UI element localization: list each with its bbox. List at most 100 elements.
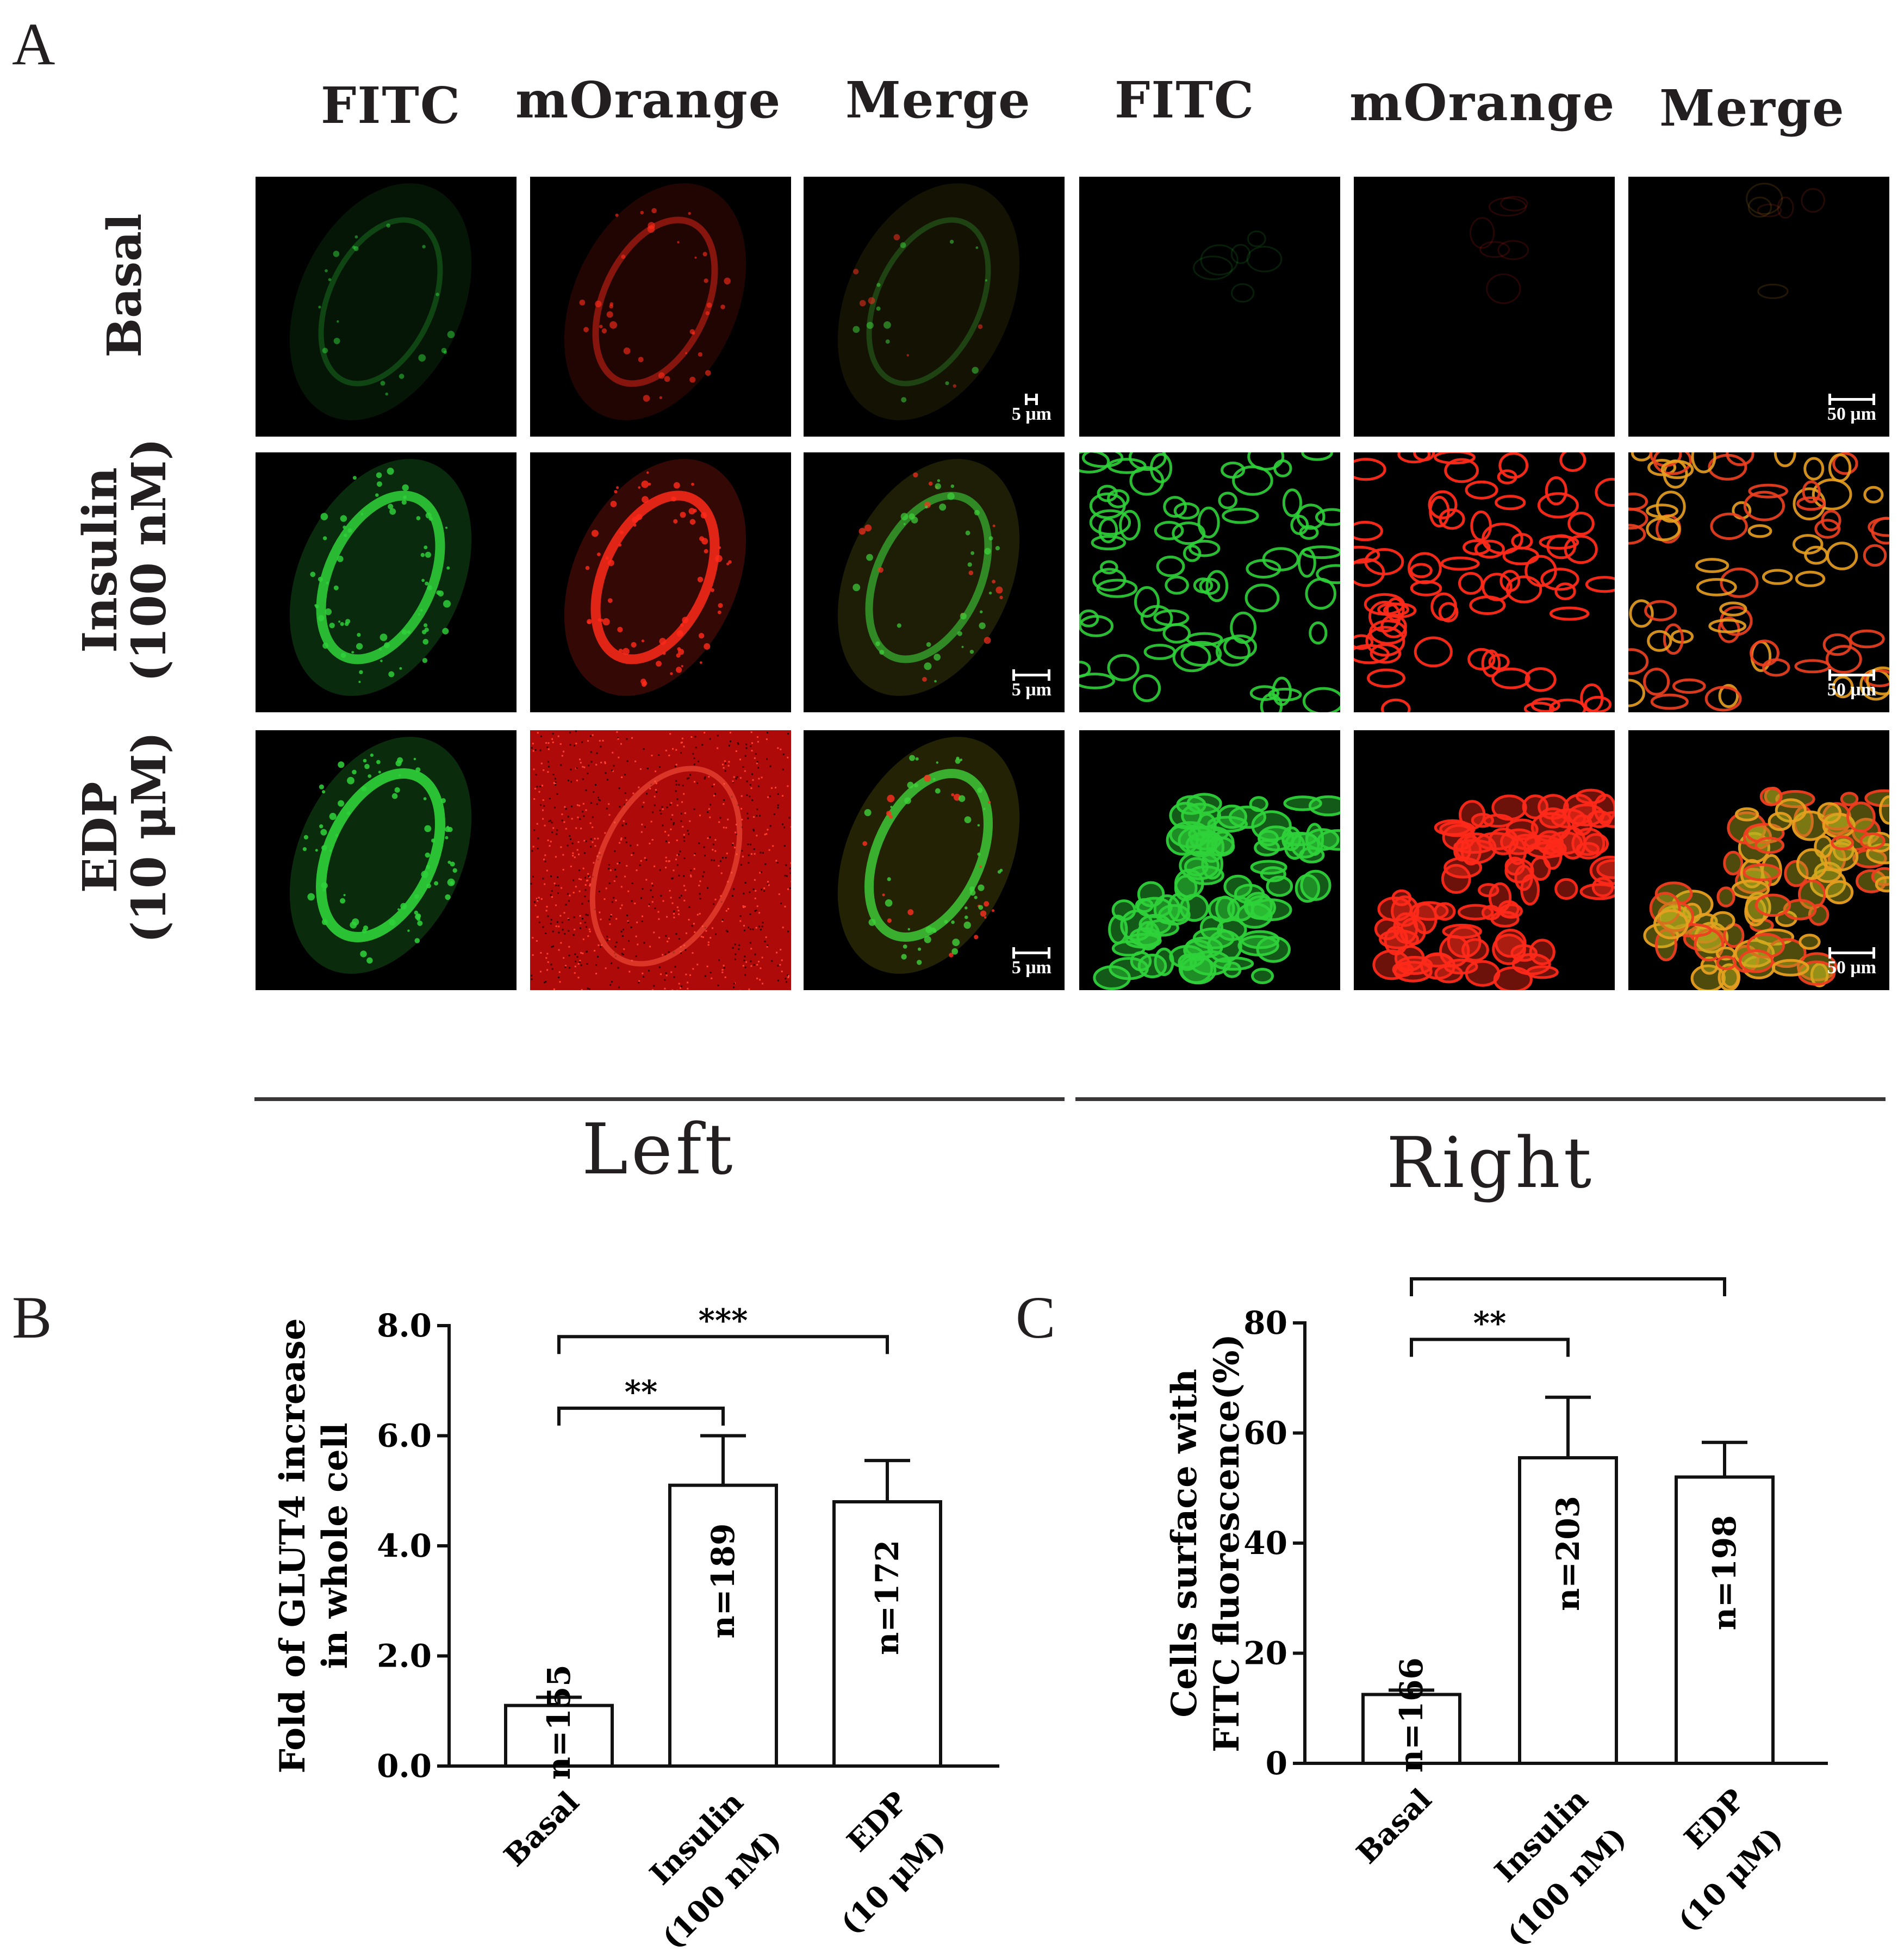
micrograph-image bbox=[1354, 452, 1615, 712]
y-tick-label: 20 bbox=[1243, 1635, 1287, 1672]
micrograph-red-network bbox=[1354, 452, 1615, 712]
scale-bar-label: 5 μm bbox=[1011, 958, 1051, 978]
category-label: Basal bbox=[497, 1785, 586, 1873]
row-header-insulin-line2: (100 nM) bbox=[122, 438, 177, 682]
micrograph-red-single-cell bbox=[530, 177, 791, 437]
column-header-fitc-right: FITC bbox=[1115, 71, 1255, 129]
significance-bracket bbox=[1410, 1338, 1570, 1357]
micrograph-image bbox=[1470, 196, 1529, 304]
y-tick-label: 2.0 bbox=[377, 1638, 432, 1675]
micrograph-merge-network: 50 μm bbox=[1628, 452, 1889, 712]
y-tick-label: 80 bbox=[1243, 1304, 1287, 1341]
scale-bar: 5 μm bbox=[1012, 394, 1051, 425]
micrograph-image bbox=[1628, 452, 1889, 712]
row-header-edp: EDP (10 μM) bbox=[16, 729, 234, 946]
micrograph-merge-cluster: 50 μm bbox=[1628, 730, 1889, 990]
y-tick-label: 0.0 bbox=[377, 1748, 432, 1785]
micrograph-image bbox=[1093, 793, 1340, 990]
significance-label: *** bbox=[699, 1302, 748, 1339]
significance-bracket bbox=[557, 1335, 889, 1354]
y-axis-label-line1: Fold of GLUT4 increase bbox=[272, 1318, 313, 1773]
micrograph-image bbox=[289, 737, 472, 974]
category-label: Basal bbox=[1349, 1782, 1438, 1870]
micrograph-merge-single-cell: 5 μm bbox=[804, 730, 1065, 990]
y-tick-label: 4.0 bbox=[377, 1527, 432, 1564]
y-tick-label: 40 bbox=[1243, 1525, 1287, 1562]
micrograph-image bbox=[530, 730, 791, 990]
n-label: n=172 bbox=[869, 1540, 906, 1655]
micrograph-image bbox=[837, 737, 1020, 974]
group-label-right: Right bbox=[1386, 1123, 1595, 1204]
scale-bar: 5 μm bbox=[1011, 947, 1051, 978]
column-header-morange-right: mOrange bbox=[1349, 73, 1616, 132]
column-header-merge-left: Merge bbox=[845, 71, 1031, 129]
divider-right bbox=[1075, 1097, 1886, 1101]
micrograph-image bbox=[1746, 183, 1825, 299]
micrograph-image bbox=[837, 183, 1020, 420]
scale-bar: 50 μm bbox=[1827, 947, 1876, 978]
row-header-insulin-line1: Insulin bbox=[73, 467, 128, 653]
significance-label: ** bbox=[1473, 1304, 1507, 1341]
panel-letter-b: B bbox=[12, 1284, 52, 1351]
micrograph-image bbox=[837, 459, 1020, 696]
micrograph-red-sparse bbox=[1354, 177, 1615, 437]
scale-bar: 5 μm bbox=[1011, 669, 1051, 700]
scale-bar-label: 5 μm bbox=[1011, 680, 1051, 700]
micrograph-image bbox=[289, 183, 472, 420]
group-label-left: Left bbox=[582, 1109, 736, 1190]
micrograph-green-single-cell bbox=[256, 177, 517, 437]
y-tick-label: 8.0 bbox=[377, 1307, 432, 1344]
micrograph-green-sparse bbox=[1079, 177, 1340, 437]
bar bbox=[1518, 1456, 1618, 1765]
significance-label: *** bbox=[1544, 1267, 1593, 1281]
y-tick-label: 6.0 bbox=[377, 1418, 432, 1454]
micrograph-image bbox=[1643, 786, 1889, 990]
y-tick-label: 60 bbox=[1243, 1415, 1287, 1452]
scale-bar: 50 μm bbox=[1827, 669, 1876, 700]
micrograph-image bbox=[1079, 452, 1340, 712]
y-axis-label-line2: in whole cell bbox=[315, 1422, 356, 1669]
n-label: n=189 bbox=[705, 1524, 742, 1639]
y-tick-label: 0 bbox=[1266, 1745, 1287, 1782]
column-header-morange-left: mOrange bbox=[515, 71, 782, 129]
scale-bar-label: 50 μm bbox=[1827, 680, 1876, 700]
bar bbox=[832, 1500, 942, 1768]
micrograph-green-single-cell bbox=[256, 730, 517, 990]
row-header-edp-line1: EDP bbox=[73, 781, 128, 893]
row-header-edp-line2: (10 μM) bbox=[122, 731, 177, 943]
column-header-merge-right: Merge bbox=[1659, 79, 1845, 138]
micrograph-merge-single-cell: 5 μm bbox=[804, 452, 1065, 712]
micrograph-image bbox=[1193, 230, 1283, 303]
bar bbox=[504, 1704, 614, 1768]
bar bbox=[1361, 1693, 1461, 1765]
micrograph-image bbox=[289, 459, 472, 696]
micrograph-image bbox=[1372, 788, 1615, 990]
n-label: n=166 bbox=[1393, 1657, 1430, 1773]
significance-bracket bbox=[1410, 1277, 1726, 1296]
significance-bracket bbox=[557, 1406, 725, 1426]
chart-c: 0 20 40 60 80 Cells surface with FITC fluoresc… bbox=[1164, 1267, 1828, 1952]
bar bbox=[1675, 1475, 1775, 1765]
micrograph-image bbox=[564, 183, 746, 420]
y-axis-label-line2: FITC fluorescence(%) bbox=[1206, 1334, 1247, 1752]
micrograph-merge-single-cell: 5 μm bbox=[804, 177, 1065, 437]
column-header-fitc-left: FITC bbox=[321, 76, 462, 135]
n-label: n=198 bbox=[1706, 1515, 1743, 1631]
significance-label: ** bbox=[625, 1373, 658, 1410]
divider-left bbox=[254, 1097, 1065, 1101]
scale-bar-label: 50 μm bbox=[1827, 404, 1876, 424]
panel-letter-c: C bbox=[1016, 1284, 1056, 1351]
micrograph-green-cluster bbox=[1079, 730, 1340, 990]
row-header-basal: Basal bbox=[16, 179, 234, 397]
micrograph-merge-sparse: 50 μm bbox=[1628, 177, 1889, 437]
n-label: n=203 bbox=[1550, 1496, 1586, 1611]
row-header-basal-line1: Basal bbox=[97, 213, 152, 358]
n-label: n=155 bbox=[540, 1664, 577, 1780]
chart-b: 0.0 2.0 4.0 6.0 8.0 Fold of GLUT4 increase in … bbox=[272, 1302, 999, 1952]
micrograph-red-cluster bbox=[1354, 730, 1615, 990]
micrograph-image bbox=[564, 459, 746, 696]
micrograph-green-network bbox=[1079, 452, 1340, 712]
y-axis-label-line1: Cells surface with bbox=[1164, 1369, 1205, 1717]
micrograph-red-noise bbox=[530, 730, 791, 990]
row-header-insulin: Insulin (100 nM) bbox=[16, 438, 234, 682]
